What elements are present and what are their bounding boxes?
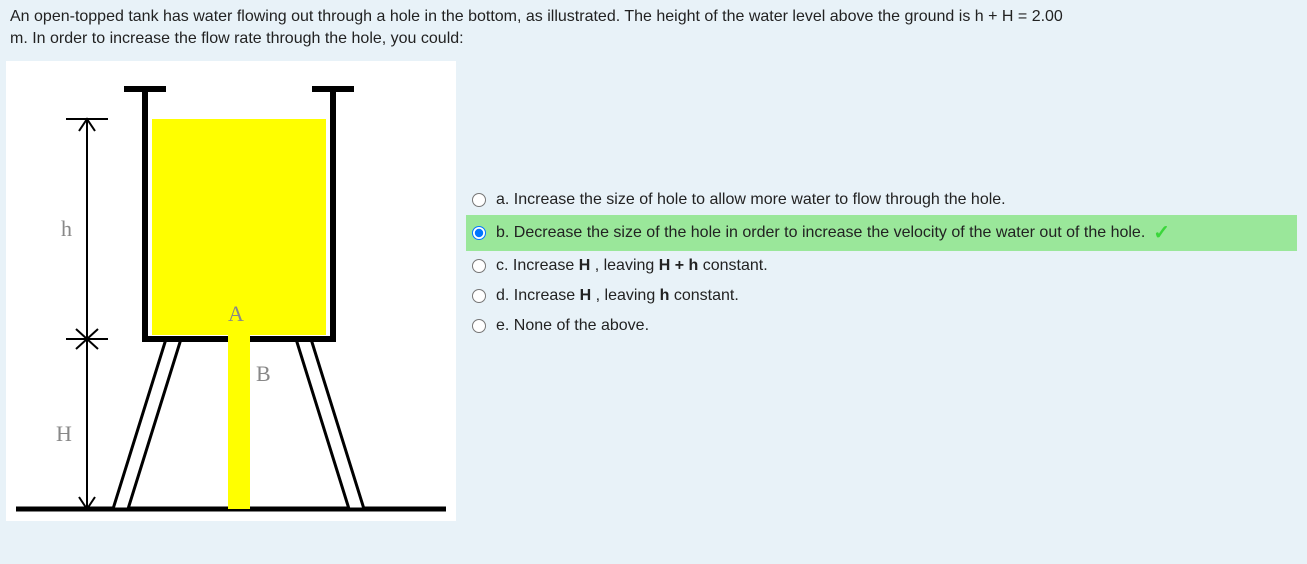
question-line2: m. In order to increase the flow rate th… <box>10 30 464 47</box>
option-e[interactable]: e. None of the above. <box>466 311 1297 341</box>
option-c-label: c. Increase H , leaving H + h constant. <box>496 254 768 278</box>
question-line1: An open-topped tank has water flowing ou… <box>10 8 1063 25</box>
option-e-label: e. None of the above. <box>496 314 649 338</box>
option-a[interactable]: a. Increase the size of hole to allow mo… <box>466 185 1297 215</box>
option-a-radio[interactable] <box>472 193 486 207</box>
option-c-radio[interactable] <box>472 259 486 273</box>
label-A: A <box>228 301 244 326</box>
option-a-label: a. Increase the size of hole to allow mo… <box>496 188 1006 212</box>
option-c[interactable]: c. Increase H , leaving H + h constant. <box>466 251 1297 281</box>
figure: h H A B <box>6 61 456 521</box>
option-e-radio[interactable] <box>472 319 486 333</box>
question-text: An open-topped tank has water flowing ou… <box>0 0 1307 55</box>
option-b-label: b. Decrease the size of the hole in orde… <box>496 221 1145 245</box>
correct-check-icon: ✓ <box>1153 218 1170 248</box>
label-H: H <box>56 421 72 446</box>
content-row: h H A B a. Increase the size of hole to … <box>0 55 1307 521</box>
option-d-radio[interactable] <box>472 289 486 303</box>
option-b[interactable]: b. Decrease the size of the hole in orde… <box>466 215 1297 251</box>
option-b-radio[interactable] <box>472 226 486 240</box>
option-d-label: d. Increase H , leaving h constant. <box>496 284 739 308</box>
option-d[interactable]: d. Increase H , leaving h constant. <box>466 281 1297 311</box>
label-B: B <box>256 361 271 386</box>
options-list: a. Increase the size of hole to allow mo… <box>456 55 1307 341</box>
label-h: h <box>61 216 72 241</box>
